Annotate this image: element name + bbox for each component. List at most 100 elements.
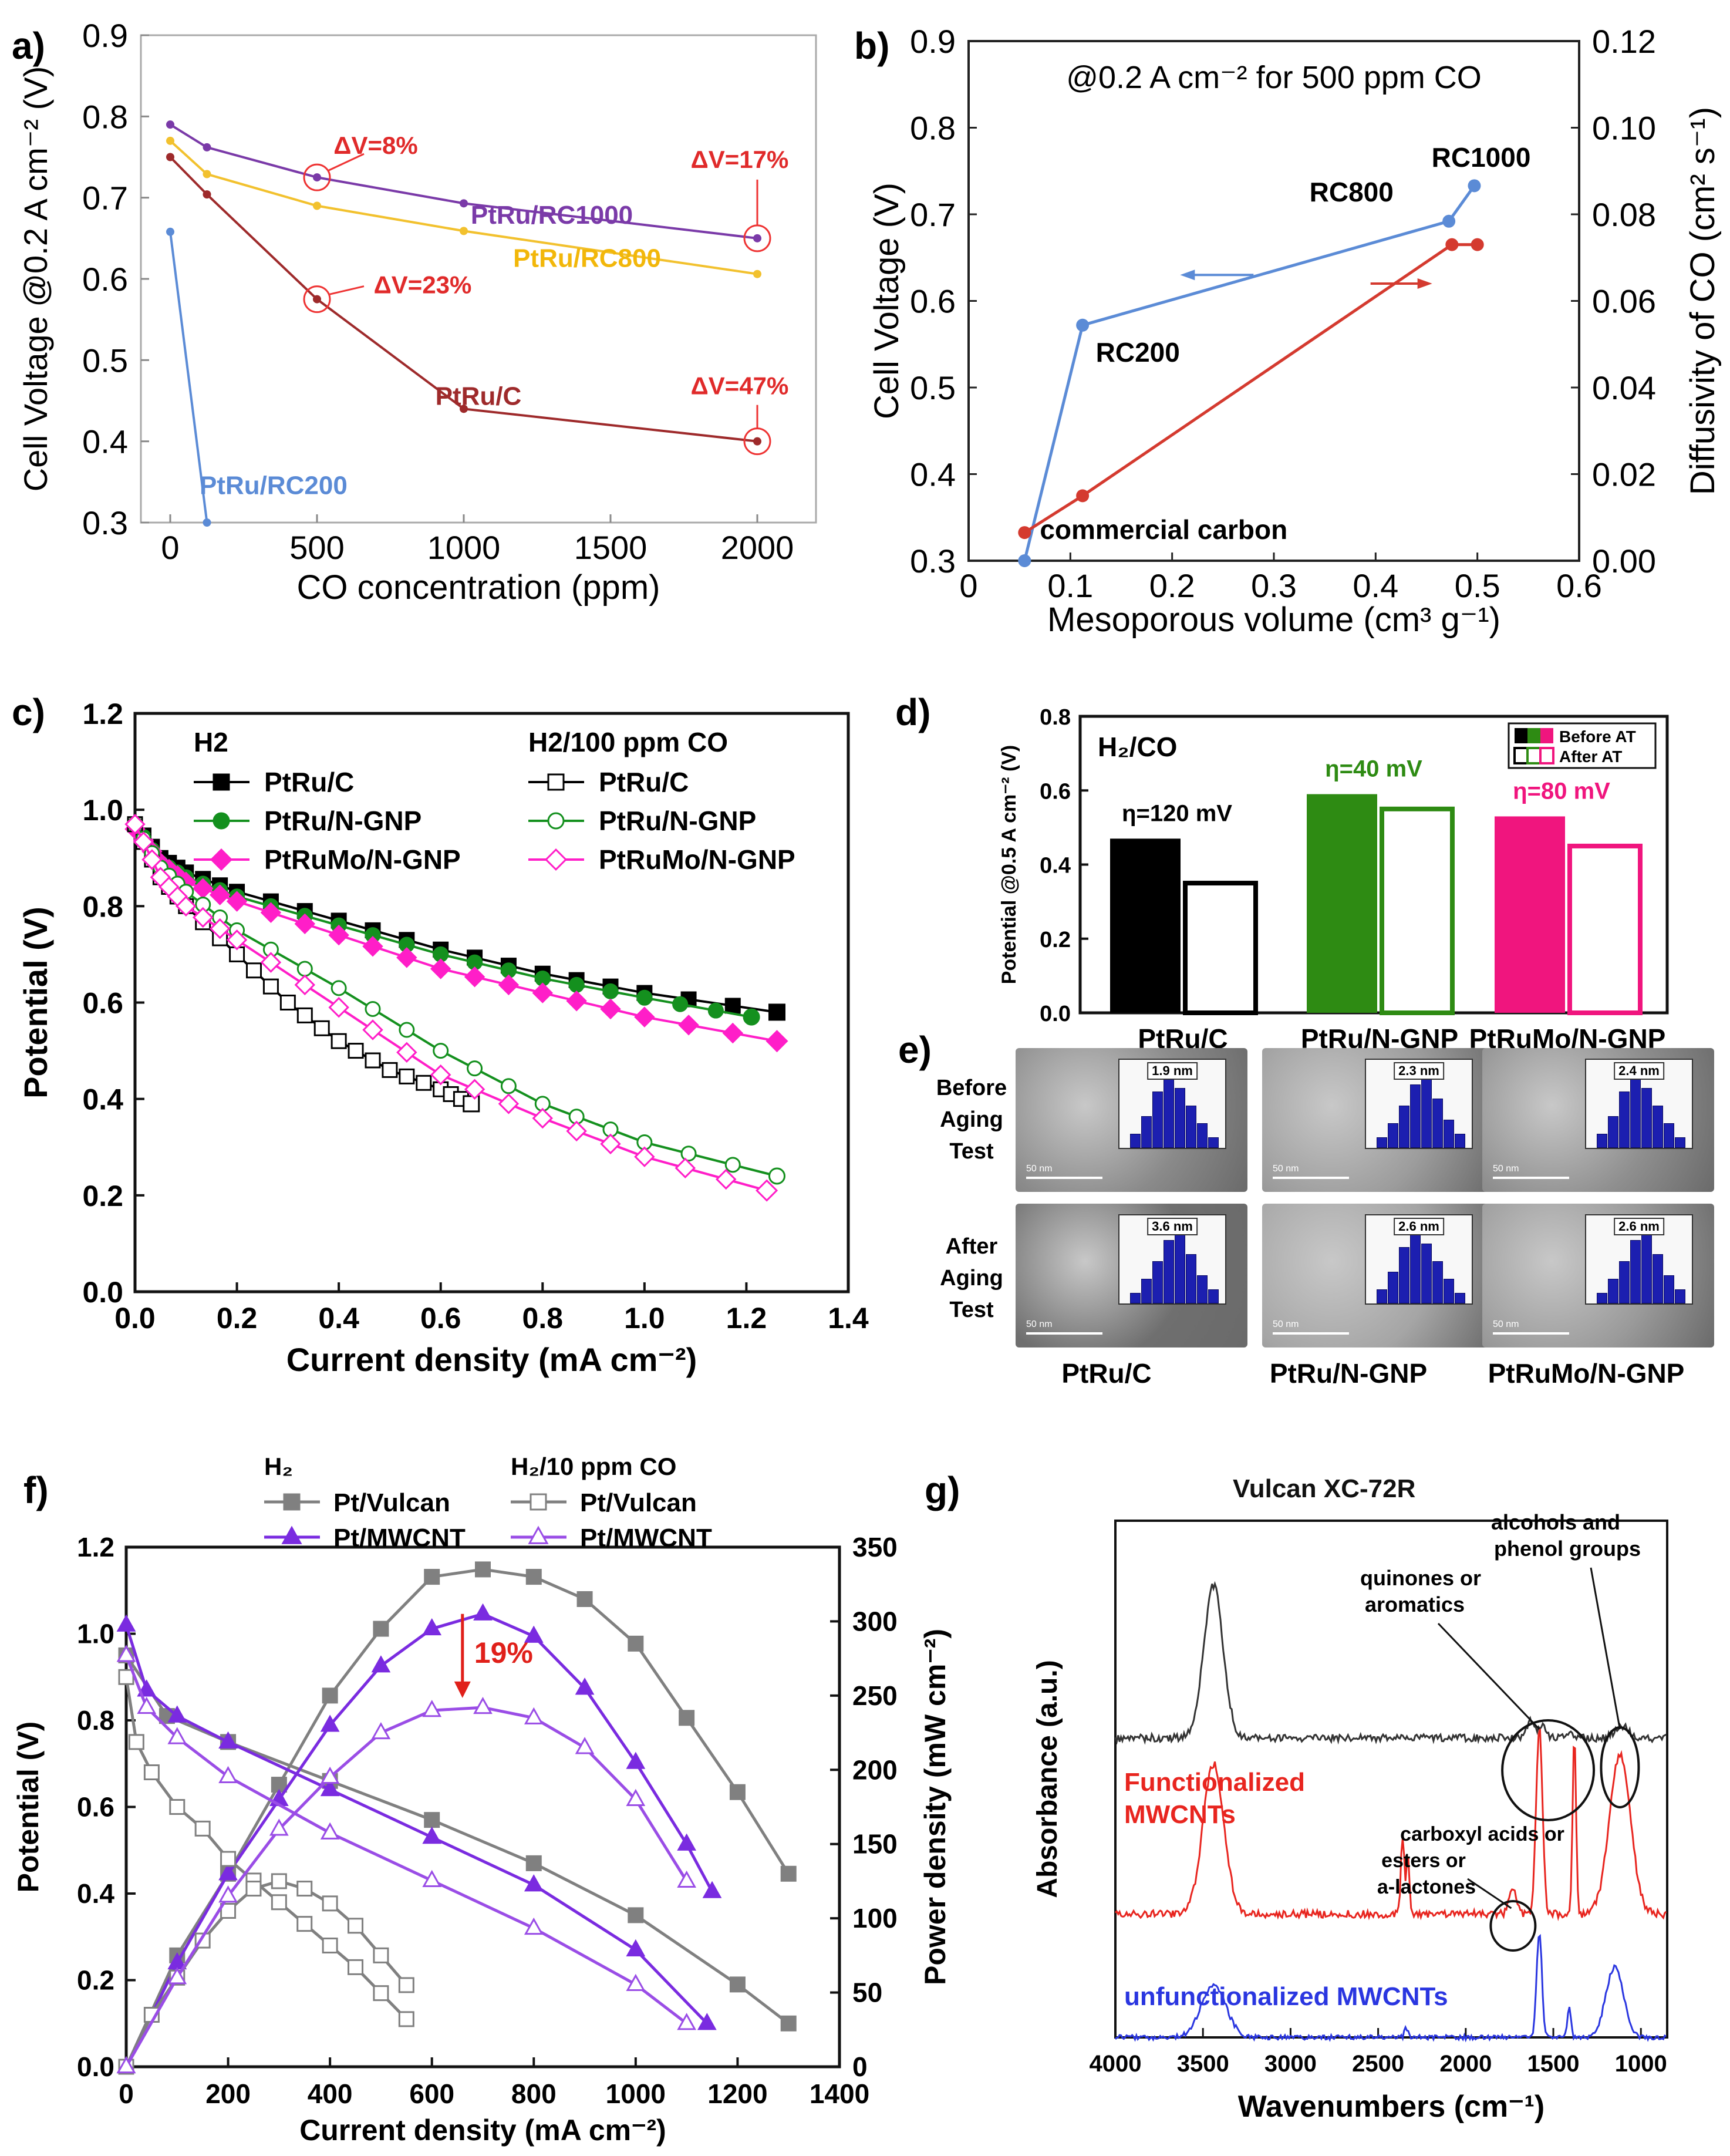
data-point bbox=[430, 1064, 451, 1086]
data-point bbox=[626, 1788, 646, 1806]
y-tick-label: 0.0 bbox=[82, 1276, 123, 1309]
data-point bbox=[365, 1000, 381, 1017]
x-tick-label: 1.0 bbox=[624, 1302, 665, 1335]
y-tick-label: 0.7 bbox=[82, 180, 128, 217]
data-point bbox=[260, 952, 282, 973]
y-axis-title: Potential @0.5 A cm⁻² (V) bbox=[998, 745, 1020, 985]
annotation-text: esters or bbox=[1381, 1850, 1466, 1872]
annotation-leader bbox=[328, 153, 365, 171]
y-right-axis-title: Power density (mW cm⁻²) bbox=[919, 1629, 952, 1985]
histogram-bar bbox=[1432, 1261, 1443, 1303]
data-point bbox=[348, 1043, 364, 1059]
data-point bbox=[724, 998, 741, 1014]
data-point bbox=[1442, 214, 1456, 228]
row-label: After bbox=[946, 1234, 998, 1259]
data-point bbox=[524, 1874, 544, 1892]
y-tick-label: 0.2 bbox=[1040, 928, 1071, 952]
data-point bbox=[176, 895, 197, 917]
y-right-tick-label: 350 bbox=[852, 1532, 898, 1562]
panel-b: 0 0.1 0.2 0.3 0.4 0.5 0.6 0.3 0.4 0.5 0.6 0.7 0.8 0.9… bbox=[854, 23, 1722, 639]
data-point bbox=[313, 1020, 330, 1036]
y-tick-label: 0.9 bbox=[910, 23, 956, 60]
histogram-bar bbox=[1630, 1077, 1641, 1148]
y-right-tick-label: 300 bbox=[852, 1606, 898, 1636]
data-point bbox=[697, 2013, 717, 2030]
series-line bbox=[169, 231, 208, 523]
y-tick-label: 0.4 bbox=[910, 456, 956, 493]
panel-f: 0 200 400 600 800 1000 1200 14000.00.20.40.60.8… bbox=[12, 1453, 952, 2147]
histogram-bar bbox=[1608, 1116, 1618, 1148]
data-point bbox=[634, 1146, 655, 1167]
x-tick-label: 1.2 bbox=[726, 1302, 767, 1335]
tem-micrograph: 3.6 nm 50 nm bbox=[1016, 1204, 1247, 1347]
legend-marker bbox=[213, 812, 230, 830]
data-point bbox=[279, 995, 296, 1010]
annotation-dv: ΔV=8% bbox=[333, 132, 417, 159]
column-label: PtRu/N-GNP bbox=[1270, 1358, 1427, 1389]
legend-label: After AT bbox=[1559, 747, 1622, 766]
x-axis-title: Mesoporous volume (cm³ g⁻¹) bbox=[1047, 601, 1500, 639]
scale-bar bbox=[1273, 1332, 1349, 1335]
histogram-bar bbox=[1197, 1123, 1208, 1148]
x-tick-label: 1000 bbox=[606, 2078, 666, 2109]
data-point bbox=[677, 2013, 697, 2030]
x-tick-label: 1200 bbox=[707, 2078, 767, 2109]
y-right-tick-label: 150 bbox=[852, 1829, 898, 1859]
histogram-bar bbox=[1388, 1272, 1398, 1303]
y-right-tick-label: 250 bbox=[852, 1680, 898, 1711]
tem-micrograph: 2.4 nm 50 nm bbox=[1482, 1048, 1714, 1192]
size-histogram: 2.6 nm bbox=[1585, 1214, 1693, 1305]
data-point bbox=[262, 978, 279, 995]
data-point bbox=[203, 190, 211, 199]
x-tick-label: 1.4 bbox=[828, 1302, 869, 1335]
data-point bbox=[416, 1074, 432, 1091]
legend-label: Pt/Vulcan bbox=[580, 1488, 697, 1517]
panel-letter-a: a) bbox=[12, 25, 45, 67]
data-point bbox=[116, 2056, 136, 2074]
y-tick-label: 0.6 bbox=[82, 261, 128, 298]
size-histogram: 2.6 nm bbox=[1365, 1214, 1473, 1305]
legend-swatch-filled bbox=[1527, 728, 1540, 743]
histogram-bar bbox=[1208, 1289, 1219, 1303]
data-point bbox=[365, 1052, 381, 1069]
legend-label: PtRu/C bbox=[599, 767, 689, 797]
y-right-tick-label: 0.08 bbox=[1592, 196, 1656, 233]
y-tick-label: 0.6 bbox=[910, 283, 956, 320]
panel-letter-c: c) bbox=[12, 691, 45, 733]
y-tick-label: 0.8 bbox=[82, 890, 123, 923]
annotation-text: alcohols and bbox=[1491, 1510, 1620, 1534]
x-tick-label: 600 bbox=[409, 2078, 454, 2109]
spectrum-line bbox=[1115, 1729, 1667, 1922]
histogram-bar bbox=[1653, 1106, 1663, 1148]
legend-marker bbox=[530, 1493, 547, 1511]
data-point bbox=[348, 1918, 364, 1934]
plot-frame bbox=[967, 40, 1580, 562]
legend-label: PtRuMo/N-GNP bbox=[599, 844, 795, 875]
data-point bbox=[118, 1669, 134, 1685]
y-tick-label: 0.0 bbox=[77, 2051, 114, 2082]
data-point bbox=[124, 814, 146, 835]
data-point bbox=[192, 907, 214, 928]
data-point bbox=[348, 1959, 364, 1975]
data-point bbox=[729, 1976, 746, 1993]
column-label: PtRuMo/N-GNP bbox=[1488, 1358, 1685, 1389]
legend-label: Pt/MWCNT bbox=[333, 1524, 466, 1552]
y-right-tick-label: 50 bbox=[852, 1978, 882, 2008]
y-tick-label: 0.8 bbox=[910, 110, 956, 147]
chart-subtitle: @0.2 A cm⁻² for 500 ppm CO bbox=[1066, 60, 1482, 95]
scale-bar-label: 50 nm bbox=[1493, 1319, 1519, 1329]
histogram-bar bbox=[1175, 1233, 1185, 1303]
x-tick-label: 0.3 bbox=[1251, 567, 1297, 604]
data-point bbox=[422, 1618, 442, 1636]
data-point bbox=[626, 1973, 646, 1991]
scale-bar-label: 50 nm bbox=[1273, 1319, 1299, 1329]
histogram-bar bbox=[1152, 1261, 1163, 1303]
data-point bbox=[116, 1645, 136, 1662]
series-line bbox=[124, 1625, 709, 2024]
data-point bbox=[475, 1561, 491, 1578]
y-right-tick-label: 0.10 bbox=[1592, 110, 1656, 147]
legend-label: Pt/MWCNT bbox=[580, 1524, 712, 1552]
data-point bbox=[677, 1833, 697, 1851]
histogram-bar bbox=[1130, 1293, 1141, 1303]
data-point bbox=[245, 1881, 262, 1897]
